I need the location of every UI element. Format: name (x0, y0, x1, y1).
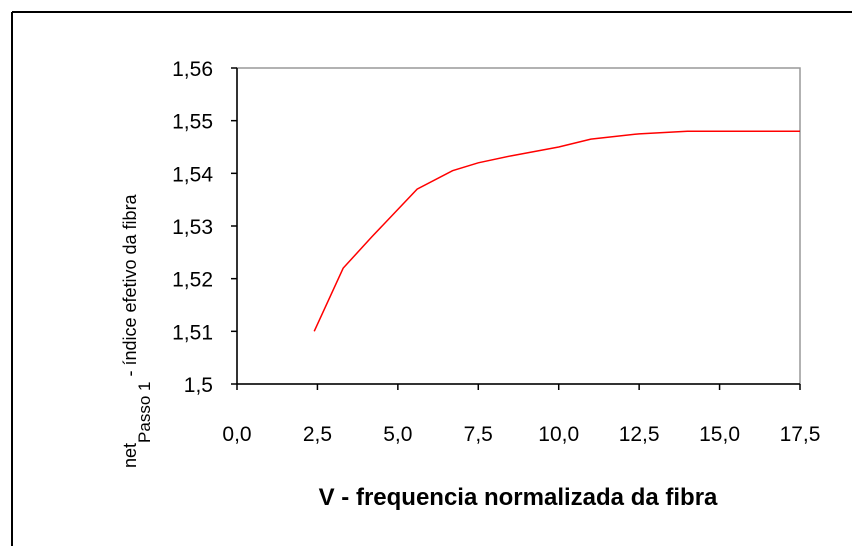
y-axis-label-sub: Passo 1 (135, 382, 154, 443)
x-tick-label: 7,5 (464, 423, 493, 446)
x-tick-label: 5,0 (383, 423, 412, 446)
y-axis-label-main: net (120, 443, 140, 468)
x-tick-label: 10,0 (538, 423, 579, 446)
y-axis-label-rest: - índice efetivo da fibra (120, 193, 140, 381)
series-line (313, 130, 800, 332)
y-tick-label: 1,51 (172, 321, 213, 344)
x-tick-label: 15,0 (699, 423, 740, 446)
y-tick-label: 1,56 (172, 58, 213, 81)
y-tick-label: 1,55 (172, 111, 213, 134)
x-tick-label: 2,5 (303, 423, 332, 446)
y-tick-label: 1,5 (184, 374, 213, 397)
y-tick-label: 1,52 (172, 269, 213, 292)
x-tick-label: 12,5 (619, 423, 660, 446)
y-tick-label: 1,53 (172, 216, 213, 239)
y-axis-label: netPasso 1 - índice efetivo da fibra (120, 193, 154, 468)
plot-area (236, 67, 801, 385)
x-tick-label: 0,0 (222, 423, 251, 446)
x-axis-label: V - frequencia normalizada da fibra (319, 484, 718, 511)
y-tick-label: 1,54 (172, 163, 213, 186)
x-tick-label: 17,5 (780, 423, 821, 446)
